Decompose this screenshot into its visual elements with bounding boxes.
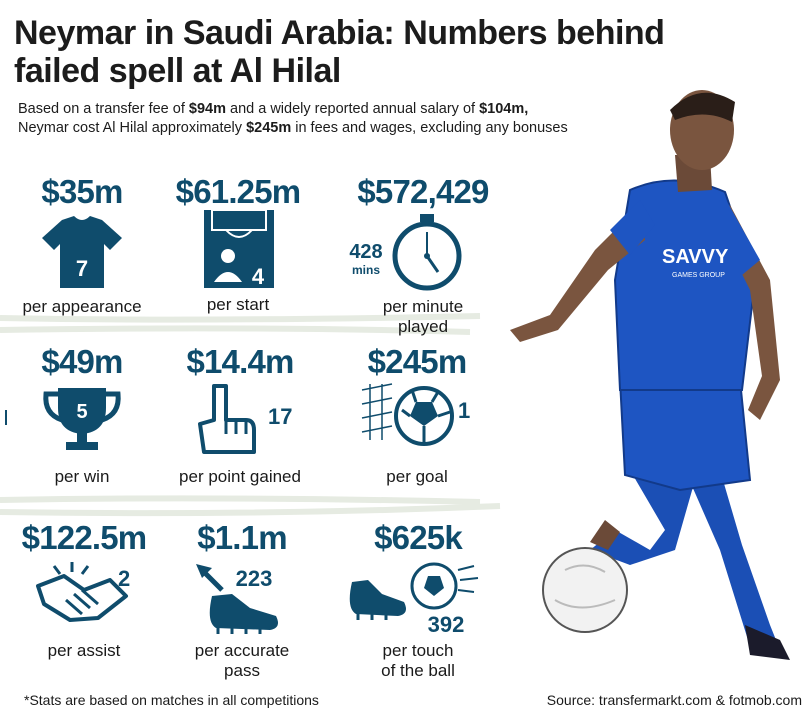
stat-value: $61.25m bbox=[175, 173, 301, 210]
number-one-hand-icon: 17 bbox=[198, 384, 292, 454]
stat-label-line1: per touch bbox=[382, 641, 454, 660]
player-illustration: SAVVY GAMES GROUP bbox=[510, 90, 790, 660]
stat-value: $35m bbox=[41, 173, 123, 210]
stat-label: per start bbox=[206, 295, 270, 314]
stat-label: per point gained bbox=[179, 467, 301, 486]
page-title: Neymar in Saudi Arabia: Numbers behind f… bbox=[14, 14, 665, 90]
stat-label: per goal bbox=[386, 467, 448, 486]
goals-number: 1 bbox=[458, 398, 470, 423]
trophy-icon: 5 bbox=[43, 388, 121, 450]
stat-per-goal: $245m 1 per goal bbox=[352, 344, 482, 487]
stat-value: $122.5m bbox=[21, 519, 147, 556]
starts-number: 4 bbox=[252, 264, 265, 289]
annual-salary: $104m, bbox=[479, 101, 529, 117]
jersey-sponsor: SAVVY bbox=[662, 246, 729, 268]
stat-per-appearance: $35m 7 per appearance bbox=[22, 174, 142, 317]
handshake-icon: 2 bbox=[36, 562, 130, 622]
stopwatch-icon: 428 mins bbox=[349, 214, 462, 291]
ball-in-net-icon: 1 bbox=[361, 383, 470, 446]
points-number: 17 bbox=[268, 404, 292, 429]
soccer-ball-icon bbox=[542, 547, 628, 633]
stat-per-win: $49m 5 per win bbox=[22, 344, 142, 487]
touches-number: 392 bbox=[428, 612, 465, 636]
stat-label-line1: per accurate bbox=[194, 641, 290, 660]
stat-label-line2: of the ball bbox=[381, 661, 455, 680]
stat-per-assist: $122.5m 2 per assist bbox=[14, 520, 154, 661]
boot-pass-icon: 223 bbox=[196, 564, 278, 634]
stat-value: $49m bbox=[41, 343, 123, 380]
wins-number: 5 bbox=[76, 401, 87, 423]
stat-value: $1.1m bbox=[197, 519, 287, 556]
stat-value: $572,429 bbox=[357, 173, 489, 210]
stat-label-line1: per minute bbox=[382, 297, 464, 316]
passes-number: 223 bbox=[236, 566, 273, 591]
stat-per-minute: $572,429 428 mins per minute played bbox=[338, 174, 508, 337]
svg-text:GAMES GROUP: GAMES GROUP bbox=[672, 272, 725, 279]
stat-value: $245m bbox=[367, 343, 468, 380]
lineup-icon: 4 bbox=[204, 209, 274, 289]
jersey-icon: 7 bbox=[42, 216, 122, 288]
stat-value: $14.4m bbox=[186, 343, 294, 380]
transfer-fee: $94m bbox=[188, 101, 226, 117]
total-cost: $245m bbox=[246, 120, 292, 136]
stat-per-touch: $625k 392 per touch of the ball bbox=[338, 520, 498, 681]
boot-ball-icon: 392 bbox=[349, 562, 479, 637]
subtitle: Based on a transfer fee of $94m and a wi… bbox=[18, 101, 568, 136]
stat-label: per win bbox=[54, 467, 110, 486]
stat-label: per appearance bbox=[22, 297, 142, 316]
stat-per-accurate-pass: $1.1m 223 per accurate pass bbox=[172, 520, 312, 681]
stat-label-line2: pass bbox=[224, 661, 260, 680]
stat-value: $625k bbox=[374, 519, 463, 556]
jersey-number: 7 bbox=[76, 256, 88, 281]
stat-label-line2: played bbox=[397, 317, 449, 336]
assists-number: 2 bbox=[118, 566, 130, 591]
minutes-number: 428 bbox=[349, 241, 382, 263]
stat-per-start: $61.25m 4 per start bbox=[168, 174, 308, 315]
minutes-unit: mins bbox=[352, 263, 380, 277]
footnote: *Stats are based on matches in all compe… bbox=[24, 692, 319, 708]
stat-per-point: $14.4m 17 per point gained bbox=[170, 344, 310, 487]
source-credit: Source: transfermarkt.com & fotmob.com bbox=[546, 692, 802, 708]
stat-label: per assist bbox=[47, 641, 121, 660]
